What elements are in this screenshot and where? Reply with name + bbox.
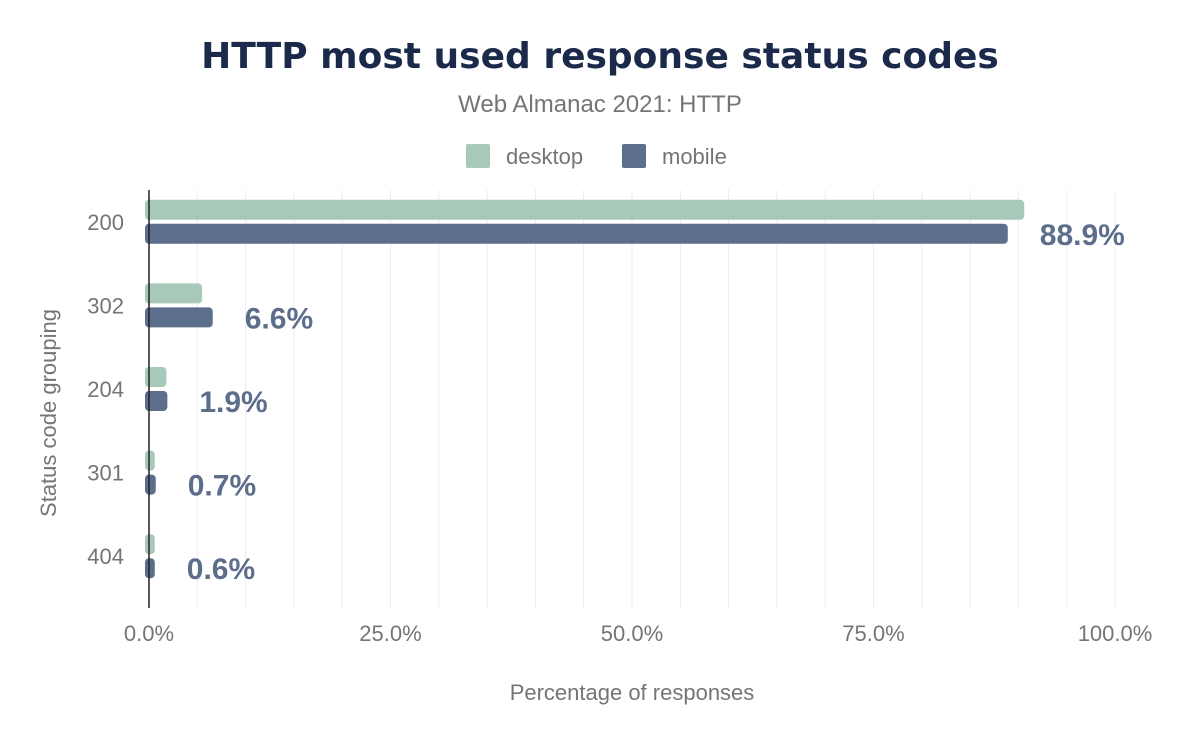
chart-subtitle: Web Almanac 2021: HTTP — [458, 91, 742, 118]
y-tick-label-404: 404 — [87, 544, 124, 569]
data-label-mobile-404: 0.6% — [187, 553, 255, 586]
chart-title: HTTP most used response status codes — [201, 36, 999, 77]
bar-mobile-204 — [145, 391, 168, 411]
legend-swatch-desktop — [466, 144, 490, 168]
data-label-mobile-302: 6.6% — [245, 302, 313, 335]
bar-desktop-200 — [145, 199, 1025, 220]
x-tick-labels: 0.0% 25.0% 50.0% 75.0% 100.0% — [124, 621, 1152, 646]
y-tick-label-204: 204 — [87, 377, 124, 402]
data-labels: 88.9% 6.6% 1.9% 0.7% 0.6% — [187, 219, 1125, 586]
y-tick-label-302: 302 — [87, 293, 124, 318]
x-tick-label-0: 0.0% — [124, 621, 174, 646]
x-tick-label-100: 100.0% — [1078, 621, 1153, 646]
x-tick-label-25: 25.0% — [359, 621, 421, 646]
x-tick-label-50: 50.0% — [601, 621, 663, 646]
bar-mobile-301 — [145, 474, 156, 495]
x-axis-label: Percentage of responses — [510, 680, 755, 705]
bars — [145, 199, 1025, 579]
data-label-mobile-200: 88.9% — [1040, 219, 1125, 252]
data-label-mobile-204: 1.9% — [199, 386, 267, 419]
y-tick-label-301: 301 — [87, 461, 124, 486]
y-tick-labels: 200 302 204 301 404 — [87, 210, 124, 569]
gridlines — [196, 190, 1116, 608]
bar-desktop-302 — [145, 283, 203, 304]
legend-label-desktop: desktop — [506, 144, 583, 169]
data-label-mobile-301: 0.7% — [188, 470, 256, 503]
bar-desktop-301 — [145, 450, 155, 471]
legend: desktop mobile — [466, 144, 727, 169]
legend-label-mobile: mobile — [662, 144, 727, 169]
y-tick-label-200: 200 — [87, 210, 124, 235]
bar-desktop-404 — [145, 534, 155, 555]
bar-mobile-200 — [145, 223, 1008, 244]
bar-mobile-302 — [145, 307, 213, 328]
legend-swatch-mobile — [622, 144, 646, 168]
bar-mobile-404 — [145, 558, 155, 579]
y-axis-label: Status code grouping — [36, 309, 61, 517]
bar-desktop-204 — [145, 367, 167, 387]
x-tick-label-75: 75.0% — [842, 621, 904, 646]
